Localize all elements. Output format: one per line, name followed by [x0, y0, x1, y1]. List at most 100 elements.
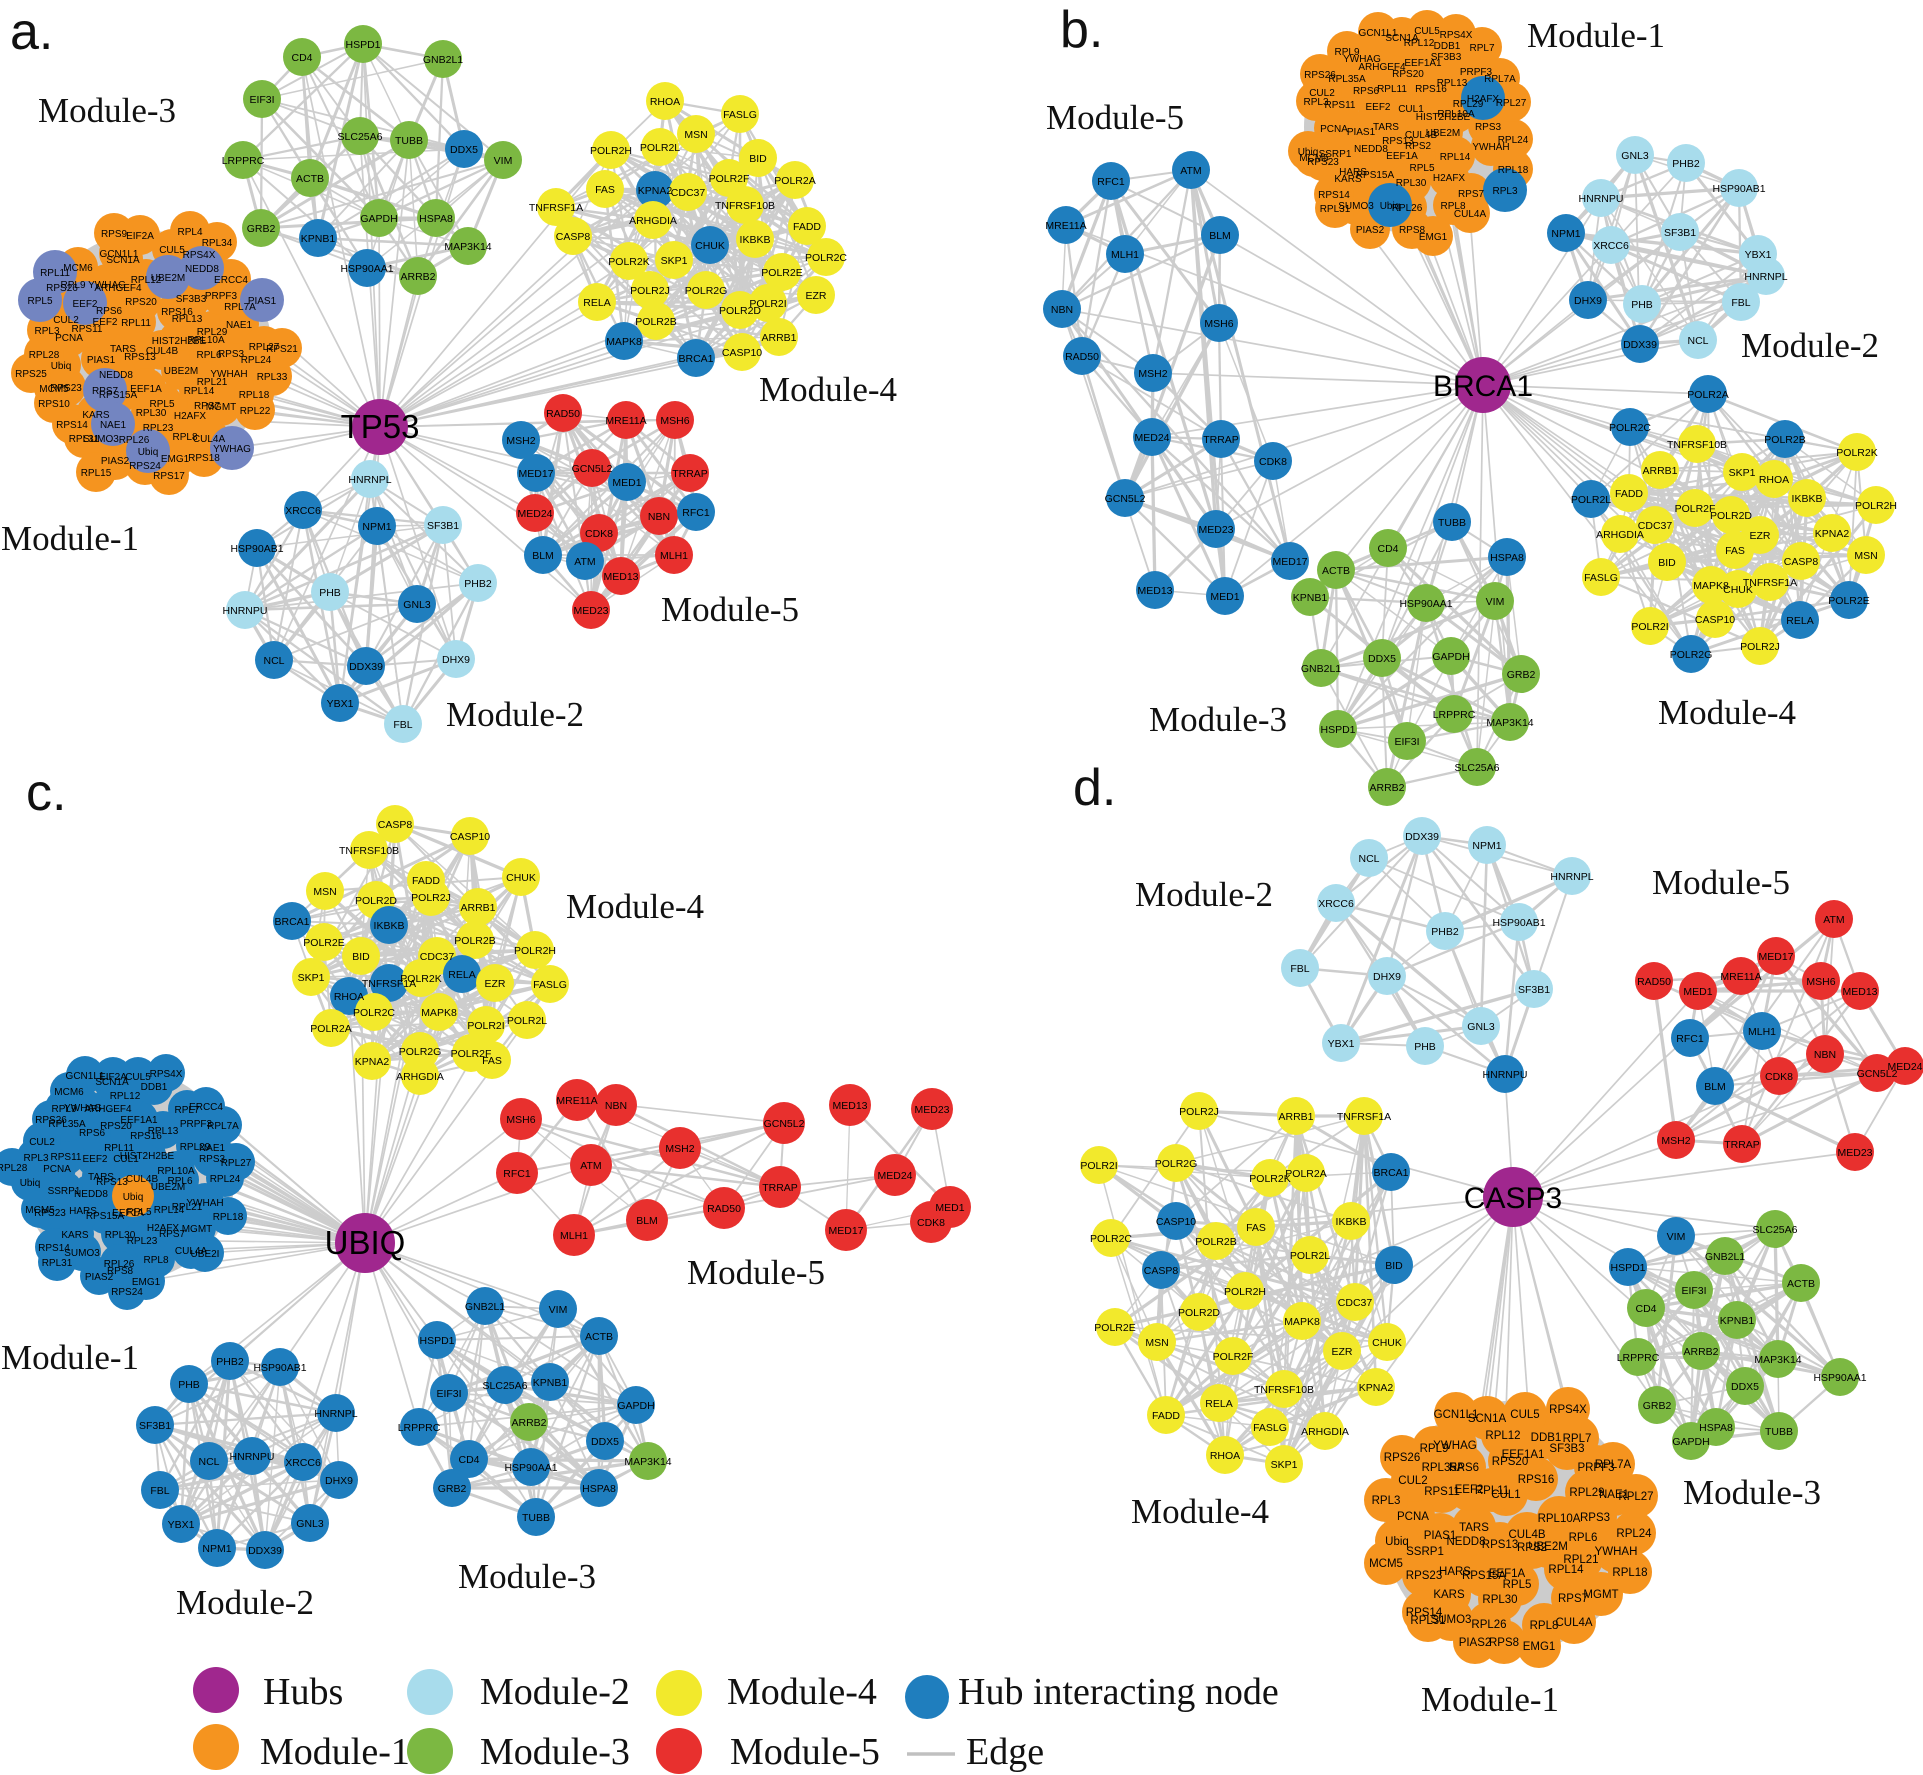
svg-text:ERCC4: ERCC4	[214, 275, 248, 286]
svg-text:RPS3: RPS3	[199, 1154, 226, 1165]
svg-text:TARS: TARS	[1459, 1522, 1489, 1534]
svg-text:POLR2H: POLR2H	[1855, 500, 1897, 512]
svg-text:NAE1: NAE1	[1599, 1489, 1629, 1501]
svg-text:BRCA1: BRCA1	[1433, 370, 1533, 403]
svg-text:RHOA: RHOA	[334, 991, 364, 1003]
svg-text:UBE2M: UBE2M	[1528, 1541, 1568, 1553]
svg-text:MAPK8: MAPK8	[1693, 580, 1729, 592]
svg-text:RPS8: RPS8	[107, 1266, 134, 1277]
svg-text:RPL28: RPL28	[29, 350, 60, 361]
svg-text:RPL33: RPL33	[257, 372, 288, 383]
svg-text:MCM5: MCM5	[25, 1205, 55, 1216]
svg-text:ARHGDIA: ARHGDIA	[629, 215, 677, 227]
svg-text:POLR2B: POLR2B	[635, 316, 676, 328]
svg-text:SCN1A: SCN1A	[1385, 33, 1419, 44]
svg-text:POLR2E: POLR2E	[1094, 1322, 1135, 1334]
svg-text:RPS11: RPS11	[51, 1152, 82, 1163]
svg-text:ARHGDIA: ARHGDIA	[1301, 1426, 1349, 1438]
svg-text:MSN: MSN	[1854, 550, 1877, 562]
svg-text:MSH6: MSH6	[506, 1114, 535, 1126]
svg-text:RPL27: RPL27	[221, 1158, 252, 1169]
svg-text:TNFRSF1A: TNFRSF1A	[529, 202, 583, 214]
svg-text:RHOA: RHOA	[1759, 474, 1789, 486]
svg-text:TUBB: TUBB	[1765, 1426, 1793, 1438]
svg-text:Module-5: Module-5	[661, 590, 799, 629]
svg-text:VIM: VIM	[1667, 1231, 1686, 1243]
svg-text:MED17: MED17	[1758, 951, 1793, 963]
svg-text:ARHGEF4: ARHGEF4	[1358, 62, 1406, 73]
svg-text:RPS4X: RPS4X	[1440, 30, 1473, 41]
svg-text:CUL4A: CUL4A	[1555, 1617, 1592, 1629]
svg-text:PIAS1: PIAS1	[87, 355, 116, 366]
svg-text:LRPPRC: LRPPRC	[1617, 1352, 1660, 1364]
svg-text:RPL31: RPL31	[69, 434, 100, 445]
svg-text:UBE2M: UBE2M	[151, 1182, 185, 1193]
svg-text:SLC25A6: SLC25A6	[338, 131, 383, 143]
svg-text:NEDD8: NEDD8	[74, 1189, 108, 1200]
svg-text:IKBKB: IKBKB	[1792, 493, 1823, 505]
svg-text:DDX5: DDX5	[1368, 653, 1396, 665]
svg-text:NPM1: NPM1	[362, 521, 391, 533]
svg-text:FBL: FBL	[1290, 963, 1309, 975]
svg-text:ARRB1: ARRB1	[460, 902, 495, 914]
svg-text:RPL6: RPL6	[196, 350, 221, 361]
svg-text:CHUK: CHUK	[1372, 1337, 1402, 1349]
svg-text:Module-4: Module-4	[566, 887, 704, 926]
svg-text:BRCA1: BRCA1	[274, 916, 309, 928]
svg-text:SUMO3: SUMO3	[64, 1248, 100, 1259]
svg-text:SKP1: SKP1	[1271, 1459, 1298, 1471]
svg-text:MRE11A: MRE11A	[1045, 220, 1086, 232]
svg-text:Module-4: Module-4	[1658, 693, 1796, 732]
svg-text:RPS2: RPS2	[1405, 141, 1432, 152]
svg-text:ATM: ATM	[580, 1160, 601, 1172]
svg-text:CDK8: CDK8	[1765, 1071, 1793, 1083]
svg-text:HSP90AB1: HSP90AB1	[230, 543, 283, 555]
svg-text:PHB: PHB	[178, 1379, 200, 1391]
svg-text:RPS24: RPS24	[111, 1287, 143, 1298]
svg-text:IKBKB: IKBKB	[374, 920, 405, 932]
svg-text:ACTB: ACTB	[1787, 1278, 1815, 1290]
svg-text:FADD: FADD	[412, 875, 440, 887]
svg-text:MCM6: MCM6	[54, 1087, 84, 1098]
svg-text:POLR2J: POLR2J	[411, 892, 451, 904]
svg-text:FAS: FAS	[482, 1055, 502, 1067]
svg-text:PHB: PHB	[319, 587, 341, 599]
svg-text:H2AFX: H2AFX	[1433, 173, 1466, 184]
svg-text:SF3B1: SF3B1	[1664, 227, 1696, 239]
svg-text:RPL5: RPL5	[126, 1207, 151, 1218]
svg-text:RHOA: RHOA	[650, 96, 680, 108]
svg-text:Module-5: Module-5	[1046, 98, 1184, 137]
svg-text:b.: b.	[1060, 1, 1103, 59]
svg-text:POLR2H: POLR2H	[514, 945, 556, 957]
svg-text:MSH6: MSH6	[660, 415, 689, 427]
svg-text:SF3B1: SF3B1	[1518, 984, 1550, 996]
svg-text:RPL3: RPL3	[23, 1153, 48, 1164]
svg-text:POLR2G: POLR2G	[685, 285, 728, 297]
svg-text:TP53: TP53	[341, 408, 420, 445]
svg-text:RPL6: RPL6	[167, 1176, 192, 1187]
svg-text:KPNB1: KPNB1	[301, 233, 336, 245]
svg-text:GNL3: GNL3	[296, 1518, 324, 1530]
svg-text:EEF2: EEF2	[1455, 1484, 1484, 1496]
svg-text:RPL14: RPL14	[1440, 152, 1471, 163]
svg-text:MED13: MED13	[603, 571, 638, 583]
svg-text:POLR2J: POLR2J	[1740, 641, 1780, 653]
svg-text:MED23: MED23	[573, 605, 608, 617]
svg-text:XRCC6: XRCC6	[1593, 240, 1629, 252]
svg-text:RPL7: RPL7	[174, 1105, 199, 1116]
svg-text:SCN1A: SCN1A	[106, 255, 140, 266]
svg-text:RPL29: RPL29	[1453, 99, 1484, 110]
svg-text:CHUK: CHUK	[1723, 584, 1753, 596]
svg-text:Ubiq: Ubiq	[123, 1192, 144, 1203]
svg-text:MAP3K14: MAP3K14	[1754, 1354, 1801, 1366]
svg-text:RPS23: RPS23	[1307, 157, 1339, 168]
svg-text:Module-5: Module-5	[687, 1253, 825, 1292]
svg-text:RPS18: RPS18	[188, 453, 220, 464]
svg-text:CUL5: CUL5	[125, 1072, 151, 1083]
svg-text:BLM: BLM	[636, 1215, 658, 1227]
svg-text:RPL30: RPL30	[1396, 178, 1427, 189]
svg-text:EEF1A1: EEF1A1	[1404, 58, 1442, 69]
svg-text:FASLG: FASLG	[1253, 1422, 1287, 1434]
svg-text:POLR2A: POLR2A	[1285, 1168, 1326, 1180]
svg-text:EIF3I: EIF3I	[1394, 736, 1419, 748]
